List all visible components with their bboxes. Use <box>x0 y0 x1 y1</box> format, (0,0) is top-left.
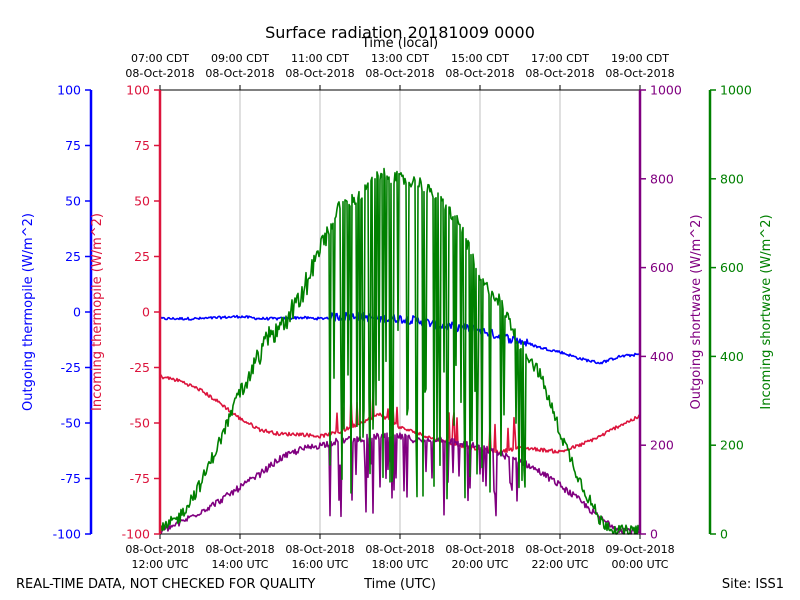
y-tick-label-in_thermopile: 100 <box>126 83 150 98</box>
y-tick-label-in_shortwave: 0 <box>720 527 728 542</box>
x-tick-label: 20:00 UTC <box>451 558 508 571</box>
y-tick-label-out_thermopile: 100 <box>57 83 81 98</box>
y-tick-label-in_thermopile: 0 <box>142 305 150 320</box>
y-tick-label-out_shortwave: 600 <box>650 260 674 275</box>
y-tick-label-in_thermopile: -75 <box>130 471 150 486</box>
quality-note: REAL-TIME DATA, NOT CHECKED FOR QUALITY <box>16 577 315 592</box>
top-tick-label: 11:00 CDT <box>291 52 349 65</box>
x-tick-label: 00:00 UTC <box>611 558 668 571</box>
x-tick-label: 22:00 UTC <box>531 558 588 571</box>
y-tick-label-out_thermopile: -25 <box>61 360 81 375</box>
series-line-out_shortwave <box>159 432 641 535</box>
y-tick-label-out_shortwave: 800 <box>650 171 674 186</box>
x-tick-label: 14:00 UTC <box>211 558 268 571</box>
y-axis-label-out_thermopile: Outgoing thermopile (W/m^2) <box>21 213 36 411</box>
top-tick-label: 08-Oct-2018 <box>125 67 194 80</box>
y-axis-label-in_thermopile: Incoming thermopile (W/m^2) <box>90 213 105 411</box>
top-tick-label: 08-Oct-2018 <box>285 67 354 80</box>
top-tick-label: 08-Oct-2018 <box>445 67 514 80</box>
x-tick-label: 08-Oct-2018 <box>285 543 354 556</box>
y-tick-label-out_thermopile: 50 <box>65 194 81 209</box>
x-tick-label: 08-Oct-2018 <box>525 543 594 556</box>
top-tick-label: 08-Oct-2018 <box>605 67 674 80</box>
series-line-in_thermopile <box>159 374 641 455</box>
y-tick-label-out_thermopile: -100 <box>53 527 81 542</box>
chart-title: Surface radiation 20181009 0000 <box>265 23 535 42</box>
y-tick-label-out_shortwave: 1000 <box>650 83 682 98</box>
y-tick-label-in_shortwave: 1000 <box>720 83 752 98</box>
y-tick-label-out_thermopile: 25 <box>65 249 81 264</box>
y-tick-label-in_thermopile: -100 <box>122 527 150 542</box>
top-tick-label: 09:00 CDT <box>211 52 269 65</box>
top-tick-label: 08-Oct-2018 <box>525 67 594 80</box>
top-tick-label: 19:00 CDT <box>611 52 669 65</box>
y-tick-label-in_shortwave: 600 <box>720 260 744 275</box>
y-tick-label-out_shortwave: 400 <box>650 349 674 364</box>
y-axis-label-out_shortwave: Outgoing shortwave (W/m^2) <box>689 214 704 409</box>
y-tick-label-out_shortwave: 0 <box>650 527 658 542</box>
y-tick-label-out_thermopile: 0 <box>73 305 81 320</box>
x-tick-label: 08-Oct-2018 <box>125 543 194 556</box>
y-tick-label-in_shortwave: 800 <box>720 171 744 186</box>
y-tick-label-out_thermopile: -75 <box>61 471 81 486</box>
top-tick-label: 07:00 CDT <box>131 52 189 65</box>
x-tick-label: 08-Oct-2018 <box>365 543 434 556</box>
x-tick-label: 18:00 UTC <box>371 558 428 571</box>
x-tick-label: 08-Oct-2018 <box>205 543 274 556</box>
y-tick-label-out_thermopile: 75 <box>65 138 81 153</box>
top-tick-label: 08-Oct-2018 <box>205 67 274 80</box>
y-axis-label-in_shortwave: Incoming shortwave (W/m^2) <box>759 214 774 409</box>
top-tick-label: 17:00 CDT <box>531 52 589 65</box>
y-tick-label-out_shortwave: 200 <box>650 438 674 453</box>
top-tick-label: 15:00 CDT <box>451 52 509 65</box>
top-tick-label: 13:00 CDT <box>371 52 429 65</box>
top-axis-label: Time (local) <box>361 36 438 51</box>
y-tick-label-in_thermopile: -25 <box>130 360 150 375</box>
y-tick-label-in_thermopile: 75 <box>134 138 150 153</box>
x-tick-label: 16:00 UTC <box>291 558 348 571</box>
y-tick-label-in_thermopile: -50 <box>130 416 150 431</box>
y-tick-label-in_thermopile: 25 <box>134 249 150 264</box>
y-tick-label-in_thermopile: 50 <box>134 194 150 209</box>
series-line-out_thermopile <box>159 311 641 365</box>
x-tick-label: 08-Oct-2018 <box>445 543 514 556</box>
y-tick-label-out_thermopile: -50 <box>61 416 81 431</box>
y-tick-label-in_shortwave: 400 <box>720 349 744 364</box>
site-label: Site: ISS1 <box>722 577 784 592</box>
x-tick-label: 12:00 UTC <box>131 558 188 571</box>
series-line-in_shortwave <box>159 167 641 535</box>
x-axis-label: Time (UTC) <box>363 577 436 592</box>
x-tick-label: 09-Oct-2018 <box>605 543 674 556</box>
y-tick-label-in_shortwave: 200 <box>720 438 744 453</box>
top-tick-label: 08-Oct-2018 <box>365 67 434 80</box>
